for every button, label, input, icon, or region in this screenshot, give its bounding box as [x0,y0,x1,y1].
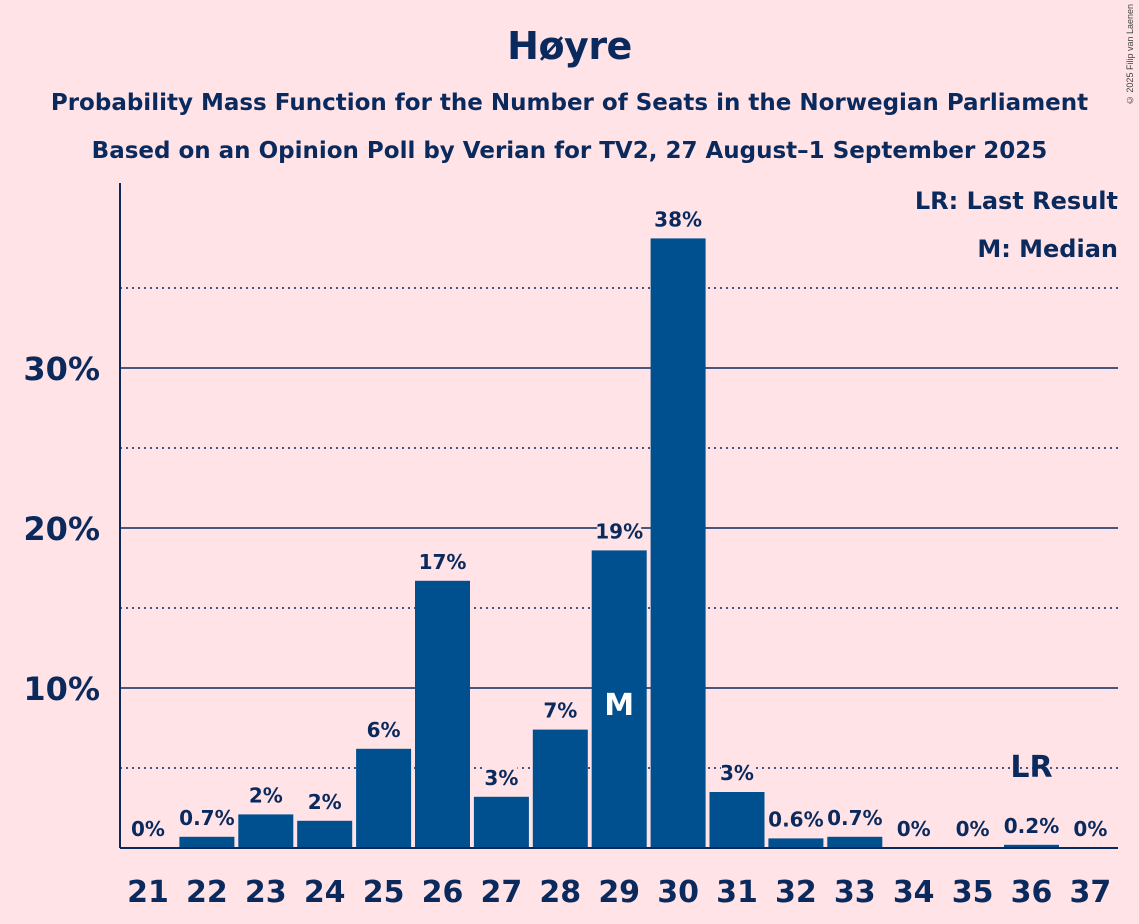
x-tick-label: 22 [186,875,228,910]
x-tick-label: 26 [422,875,464,910]
x-tick-label: 27 [481,875,523,910]
bar-value-label: 2% [308,790,342,814]
legend-background [980,233,1118,265]
y-tick-label: 10% [23,670,100,708]
axes: 10% 20% 30% 21 22 23 24 25 26 27 28 29 30 31 32 33 34 35 3… [23,183,1118,910]
x-tick-label: 33 [834,875,876,910]
x-tick-label: 23 [245,875,287,910]
bar [297,820,353,848]
bar-value-label: 0.2% [1004,814,1059,838]
bar-value-label: 0% [897,817,931,841]
value-label-background [767,807,824,833]
value-label-background [826,805,883,831]
bar-value-label: 7% [543,699,577,723]
legend-background [896,185,1118,217]
bar-value-labels: 0% 0.7%2% 2%6%17%3%7%19%38%3%0.6% 0.7% 0% 0% 0… [131,207,1107,842]
bar [591,550,647,848]
bar [532,729,588,848]
x-tick-label: 31 [716,875,758,910]
value-label-background [721,761,753,786]
bar [827,836,883,848]
bar-value-label: 0% [1073,817,1107,841]
bars [179,238,1059,848]
x-tick-label: 21 [127,875,169,910]
value-label-background [367,717,400,743]
bar [650,238,706,848]
bar-value-label: 0% [131,817,165,841]
chart-source: Based on an Opinion Poll by Verian for T… [91,138,1048,164]
value-label-background [249,783,282,809]
bar [709,792,765,848]
value-label-background [1003,813,1060,839]
bar-value-label: 0.7% [179,806,234,830]
bar [415,580,470,848]
bar-value-label: 19% [595,519,643,543]
bar-value-label: 6% [367,718,401,742]
bar [179,836,235,848]
bar-value-label: 38% [654,207,702,231]
x-tick-label: 34 [893,875,935,910]
value-label-background [485,765,518,791]
last-result-marker: LR [1010,750,1052,785]
x-tick-label: 37 [1070,875,1112,910]
x-tick-label: 35 [952,875,994,910]
bar-value-label: 3% [484,766,518,790]
value-label-background [597,519,642,545]
chart-title: Høyre [507,24,632,68]
bar-value-label: 0% [956,817,990,841]
bar-value-label: 0.7% [827,806,882,830]
x-tick-label: 25 [363,875,405,910]
x-tick-label: 36 [1011,875,1053,910]
value-label-background [178,805,235,831]
x-tick-label: 24 [304,875,346,910]
x-tick-label: 29 [598,875,640,910]
value-label-background [544,698,577,724]
bar [356,748,412,848]
value-label-background [656,207,701,233]
median-marker: M [604,688,634,723]
bar [1004,844,1059,848]
value-label-background [1074,817,1107,842]
x-tick-label: 30 [657,875,699,910]
bar-value-label: 2% [249,783,283,807]
bar [473,796,529,848]
value-label-background [308,789,341,815]
bar [238,814,294,848]
bar-value-label: 17% [419,550,467,574]
legend-entry: LR: Last Result [915,187,1118,215]
y-tick-label: 20% [23,510,100,548]
y-tick-label: 30% [23,350,100,388]
value-label-background [420,549,465,575]
legend: LR: Last Result M: Median [896,185,1118,265]
chart-subtitle: Probability Mass Function for the Number… [50,90,1089,116]
bar-value-label: 0.6% [768,807,823,831]
bar-value-label: 3% [720,761,754,785]
x-tick-label: 32 [775,875,817,910]
value-label-background [897,817,930,842]
bar [768,838,824,848]
x-tick-label: 28 [539,875,581,910]
value-label-background [956,817,989,842]
legend-entry: M: Median [977,235,1118,263]
value-label-background [132,817,164,842]
